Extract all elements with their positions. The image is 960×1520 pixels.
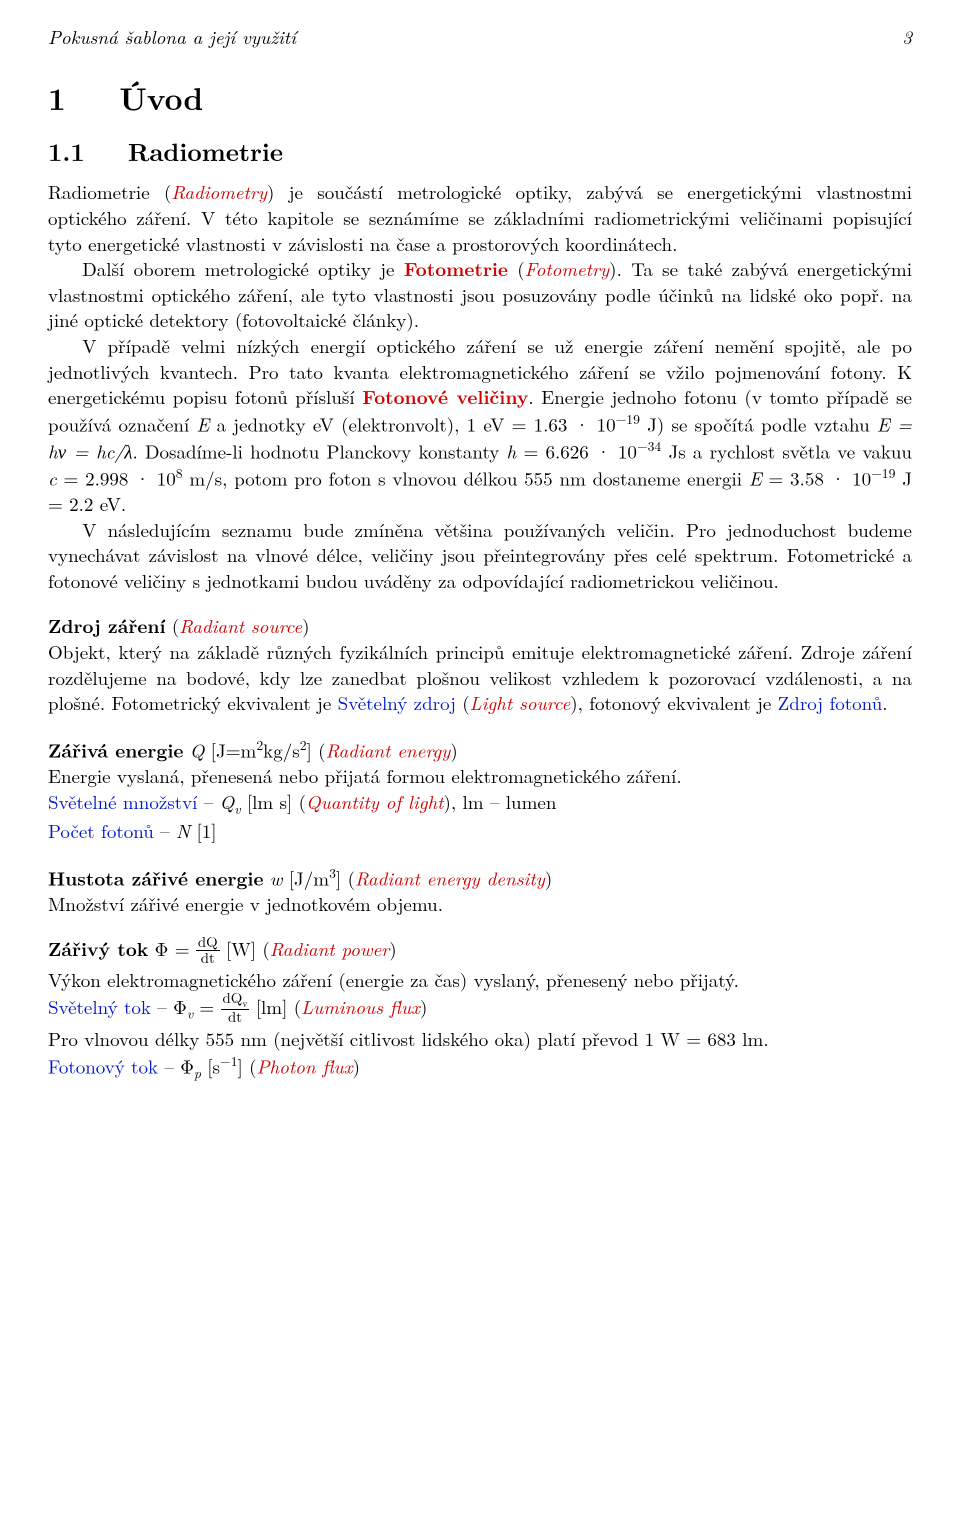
term-hustota-zarive-energie: Hustota zářivé energie w [J/m3] (Radiant…	[48, 864, 912, 917]
term-en: Radiant source	[179, 612, 302, 639]
term-photometric: Světelný tok – Φv = dQvdt [lm] (Luminous…	[48, 993, 912, 1026]
paragraph-3: V případě velmi nízkých energií optickéh…	[48, 333, 912, 516]
term-body: Energie vyslaná, přenesená nebo přijatá …	[48, 763, 912, 789]
paragraph-4: V následujícím seznamu bude zmíněna větš…	[48, 517, 912, 594]
term-fotonove-veliciny: Fotonové veličiny	[362, 382, 528, 410]
term-head: Zářivý tok	[48, 934, 148, 962]
term-body: Množství zářivé energie v jednotkovém ob…	[48, 891, 912, 917]
term-body: Výkon elektromagnetického záření (energi…	[48, 967, 912, 993]
term-head: Hustota zářivé energie	[48, 863, 263, 891]
term-head: Zdroj záření	[48, 611, 166, 639]
term-en: Radiant energy density	[355, 864, 545, 891]
subsection-heading: 1.1 Radiometrie	[48, 135, 912, 169]
term-zdroj-zareni: Zdroj záření (Radiant source) Objekt, kt…	[48, 613, 912, 716]
term-fotometrie: Fotometrie	[404, 254, 508, 282]
section-title: Úvod	[119, 76, 203, 120]
subsection-number: 1.1	[48, 134, 85, 169]
term-en: Radiant energy	[326, 736, 451, 763]
section-number: 1	[48, 76, 66, 120]
term-radiometry-en: Radiometry	[171, 178, 267, 205]
header-title: Pokusná šablona a její využití	[48, 24, 296, 50]
term-photon: Fotonový tok – Φp [s−1] (Photon flux)	[48, 1052, 912, 1083]
paragraph-2: Další oborem metrologické optiky je Foto…	[48, 256, 912, 333]
term-head: Zářivá energie	[48, 735, 183, 763]
term-body: Objekt, který na základě různých fyzikál…	[48, 639, 912, 716]
term-en: Radiant power	[270, 935, 389, 962]
running-header: Pokusná šablona a její využití 3	[48, 24, 912, 50]
term-fotometry-en: Fotometry	[525, 255, 610, 282]
page-number: 3	[902, 24, 912, 50]
term-zariva-energie: Zářivá energie Q [J=m2kg/s2] (Radiant en…	[48, 736, 912, 844]
paragraph-1: Radiometrie (Radiometry) je součástí met…	[48, 179, 912, 256]
term-photometric: Světelné množství – Qv [lm s] (Quantity …	[48, 789, 912, 818]
subsection-title: Radiometrie	[128, 134, 283, 169]
term-zarivy-tok: Zářivý tok Φ = dQdt [W] (Radiant power) …	[48, 936, 912, 1083]
term-photon: Počet fotonů – N [1]	[48, 818, 912, 844]
term-note: Pro vlnovou délky 555 nm (největší citli…	[48, 1026, 912, 1052]
fraction-icon: dQvdt	[221, 991, 250, 1024]
section-heading: 1 Úvod	[48, 78, 912, 120]
fraction-icon: dQdt	[196, 935, 220, 966]
